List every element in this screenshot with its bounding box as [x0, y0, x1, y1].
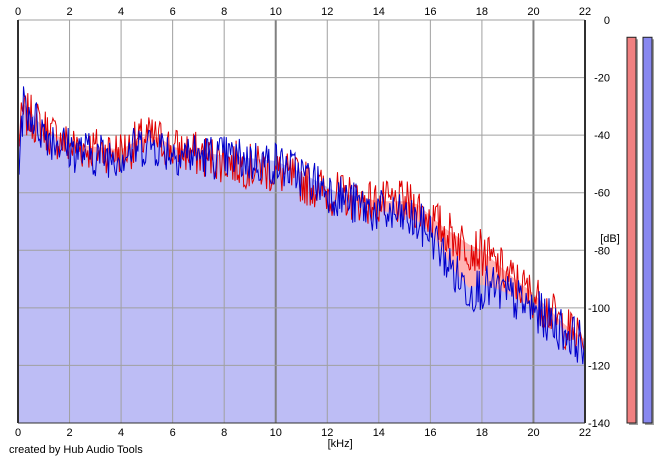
spectrum-fill-right	[18, 103, 585, 423]
x-tick-label: 16	[424, 427, 436, 439]
x-tick-label: 0	[15, 6, 21, 18]
y-tick-label: -80	[594, 245, 610, 257]
y-tick-label: -20	[594, 73, 610, 85]
level-meter-left	[626, 36, 637, 424]
x-axis-label: [kHz]	[328, 438, 353, 450]
y-tick-label: -100	[588, 303, 610, 315]
x-tick-labels-bottom: 0 2 4 6 8 10 12 14 16 18 20 22	[15, 427, 591, 439]
spectrum-lines	[17, 86, 586, 365]
y-tick-label: -120	[588, 360, 610, 372]
level-meters	[626, 36, 654, 426]
y-tick-label: -60	[594, 188, 610, 200]
x-tick-label: 20	[527, 427, 539, 439]
y-tick-labels: 0 -20 -40 -60 -80 -100 -120 -140	[588, 15, 610, 430]
x-tick-labels-top: 0 2 4 6 8 10 12 14 16 18 20 22	[15, 6, 591, 18]
x-tick-label: 10	[270, 427, 282, 439]
y-tick-label: 0	[604, 15, 610, 27]
x-tick-label: 8	[221, 6, 227, 18]
spectrum-line-right	[17, 86, 586, 365]
x-tick-label: 22	[579, 427, 591, 439]
level-meter-right	[642, 36, 653, 424]
x-tick-label: 0	[15, 427, 21, 439]
x-tick-label: 18	[476, 6, 488, 18]
x-tick-label: 18	[476, 427, 488, 439]
x-tick-label: 12	[321, 6, 333, 18]
x-tick-label: 22	[579, 6, 591, 18]
x-tick-label: 6	[170, 427, 176, 439]
x-tick-label: 20	[527, 6, 539, 18]
y-tick-label: -40	[594, 130, 610, 142]
y-tick-label: -140	[588, 418, 610, 430]
x-tick-label: 2	[66, 6, 72, 18]
y-axis-label: [dB]	[600, 233, 620, 245]
x-tick-label: 8	[221, 427, 227, 439]
plot-frame	[17, 20, 586, 424]
credit-text: created by Hub Audio Tools	[9, 444, 143, 456]
x-tick-label: 10	[270, 6, 282, 18]
x-tick-label: 4	[118, 6, 124, 18]
x-tick-label: 16	[424, 6, 436, 18]
x-tick-label: 4	[118, 427, 124, 439]
spectrum-areas	[18, 103, 585, 423]
x-tick-label: 14	[373, 6, 385, 18]
x-tick-label: 6	[170, 6, 176, 18]
x-tick-label: 2	[66, 427, 72, 439]
x-tick-label: 12	[321, 427, 333, 439]
x-tick-label: 14	[373, 427, 385, 439]
